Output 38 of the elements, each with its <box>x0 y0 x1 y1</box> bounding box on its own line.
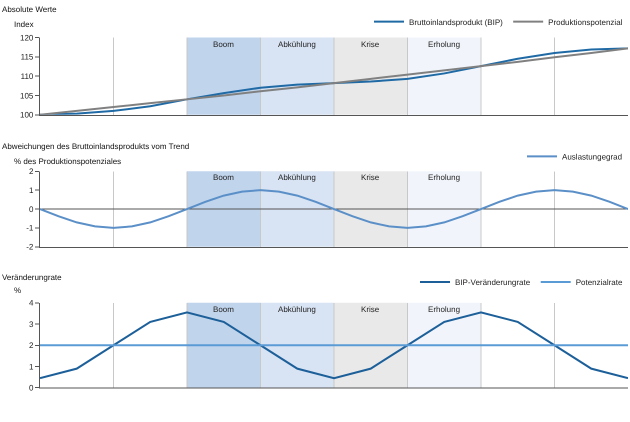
annotation: Boom <box>213 173 234 182</box>
y-tick-label: 115 <box>20 52 34 62</box>
chart-title: Abweichungen des Bruttoinlandsprodukts vom Trend <box>2 142 190 151</box>
annotation: Boom <box>213 305 234 314</box>
y-tick-label: 4 <box>28 298 34 308</box>
legend-label: Auslastungegrad <box>562 152 622 162</box>
annotation: Erholung <box>428 305 460 314</box>
chart-title: Absolute Werte <box>2 5 58 14</box>
y-tick-label: 2 <box>28 341 34 350</box>
annotation: Abkühlung <box>278 40 316 49</box>
y-axis-title: % <box>14 286 22 295</box>
annotation: Erholung <box>428 40 460 49</box>
legend-label: Produktionspotenzial <box>548 18 623 27</box>
annotation: Boom <box>213 40 234 49</box>
legend-label: BIP-Veränderungrate <box>455 278 531 288</box>
annotation: Krise <box>361 173 380 182</box>
y-tick-label: 1 <box>28 362 34 372</box>
y-tick-label: 0 <box>28 204 34 214</box>
y-axis-title: % des Produktionspotenziales <box>14 157 122 166</box>
y-tick-label: -2 <box>26 242 34 252</box>
legend-label: Bruttoinlandsprodukt (BIP) <box>409 18 504 27</box>
y-tick-label: 1 <box>28 186 34 195</box>
annotation: Krise <box>361 305 380 314</box>
legend-label: Potenzialrate <box>576 278 623 288</box>
y-tick-label: 2 <box>28 167 34 176</box>
y-tick-label: 120 <box>20 33 34 42</box>
y-tick-label: 110 <box>20 72 34 81</box>
y-tick-label: 3 <box>28 320 34 329</box>
annotation: Abkühlung <box>278 305 316 314</box>
y-axis-title: Index <box>14 20 34 29</box>
annotation: Abkühlung <box>278 173 316 182</box>
y-tick-label: 100 <box>20 110 34 120</box>
chart-title: Veränderungrate <box>2 273 62 282</box>
annotation: Erholung <box>428 173 460 182</box>
y-tick-label: -1 <box>26 224 34 233</box>
y-tick-label: 105 <box>20 91 34 100</box>
y-tick-label: 0 <box>28 384 34 393</box>
annotation: Krise <box>361 40 380 49</box>
